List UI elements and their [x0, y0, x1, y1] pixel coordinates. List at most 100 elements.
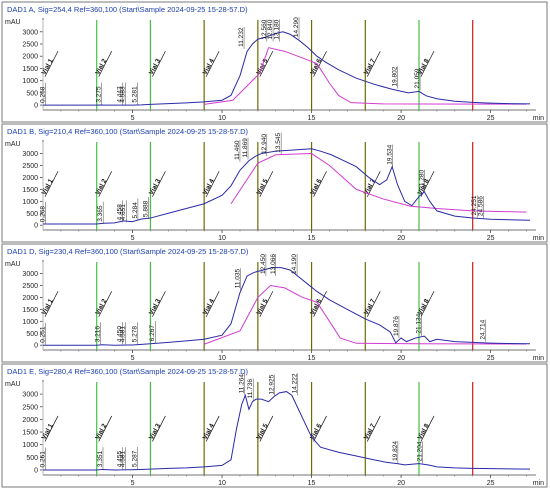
peak-label: 4.651 [120, 204, 127, 221]
peak-label: 13.066 [270, 254, 277, 274]
peak-label: 11.232 [238, 27, 245, 47]
vial-label-underline [152, 50, 166, 77]
x-tick-label: 15 [308, 355, 316, 362]
peak-label: 21.204 [417, 441, 424, 461]
peak-label: 11.264 [239, 374, 246, 394]
chromatogram-trace [43, 391, 531, 471]
peak-label: 4.450 [117, 326, 124, 343]
peak-label: 3.275 [96, 86, 103, 103]
y-tick-label: 3000 [22, 29, 38, 36]
vial-label-underline [152, 415, 166, 442]
peak-label: 0.268 [40, 86, 47, 103]
x-tick-label: 5 [131, 235, 135, 242]
x-tick-label: 10 [218, 480, 226, 487]
y-tick-label: 3000 [22, 392, 38, 399]
peak-label: 13.545 [275, 132, 282, 152]
y-tick-label: 2500 [22, 283, 38, 290]
x-tick-label: 15 [308, 115, 316, 122]
x-axis-label: min [533, 355, 544, 362]
chart-panel-3: DAD1 D, Sig=230,4 Ref=360,100 (Start\Sam… [1, 243, 548, 363]
y-tick-label: 0 [34, 103, 38, 110]
y-tick-label: 2000 [22, 295, 38, 302]
vial-label-underline [44, 291, 59, 317]
chromatogram-trace [43, 31, 531, 106]
chromatogram-trace [43, 267, 531, 346]
vial-label-underline [420, 415, 435, 442]
y-tick-label: 1500 [22, 307, 38, 314]
peak-label: 4.583 [119, 86, 126, 103]
peak-label: 12.925 [269, 374, 276, 394]
peak-label: 13.180 [273, 19, 280, 39]
peak-label: 4.581 [119, 326, 126, 343]
y-tick-label: 1000 [22, 78, 38, 85]
y-tick-label: 1000 [22, 442, 38, 449]
peak-label: 5.281 [132, 86, 139, 103]
x-tick-label: 10 [218, 355, 226, 362]
y-tick-label: 2000 [22, 175, 38, 182]
y-tick-label: 2500 [22, 42, 38, 49]
vial-label-underline [259, 415, 274, 442]
chart-panel-2: DAD1 B, Sig=210,4 Ref=360,100 (Start\Sam… [1, 123, 548, 243]
peak-label: 4.455 [117, 451, 124, 468]
peak-label: 11.460 [234, 140, 241, 160]
peak-label: 5.278 [132, 326, 139, 343]
x-axis-label: min [533, 480, 544, 487]
y-tick-label: 0 [34, 343, 38, 350]
x-tick-label: 10 [218, 235, 226, 242]
x-tick-label: 25 [487, 115, 495, 122]
peak-label: 19.876 [393, 316, 400, 336]
vial-label-underline [420, 291, 435, 317]
x-tick-label: 20 [397, 115, 405, 122]
vial-label-underline [152, 171, 166, 197]
vial-label-underline [205, 291, 220, 317]
x-axis-label: min [533, 235, 544, 242]
vial-label-underline [44, 171, 59, 197]
y-tick-label: 3000 [22, 151, 38, 158]
peak-label: 12.840 [267, 19, 274, 39]
x-tick-label: 5 [131, 355, 135, 362]
x-tick-label: 25 [487, 480, 495, 487]
panel-frame [1, 243, 548, 363]
chart-title: DAD1 A, Sig=254,4 Ref=360,100 (Start\Sam… [7, 5, 248, 14]
vial-label-underline [98, 171, 113, 197]
x-tick-label: 5 [131, 115, 135, 122]
peak-label: 19.802 [392, 66, 399, 86]
peak-label: 3.351 [97, 451, 104, 468]
peak-label: 19.534 [387, 144, 394, 164]
peak-label: 6.267 [149, 325, 156, 342]
x-tick-label: 5 [131, 480, 135, 487]
y-tick-label: 1000 [22, 199, 38, 206]
chart-title: DAD1 B, Sig=210,4 Ref=360,100 (Start\Sam… [7, 127, 248, 136]
x-tick-label: 20 [397, 480, 405, 487]
vial-label-underline [366, 171, 381, 197]
vial-label-underline [313, 171, 327, 197]
peak-label: 14.190 [291, 254, 298, 274]
x-axis-label: min [533, 115, 544, 122]
y-tick-label: 1500 [22, 430, 38, 437]
peak-label: 5.287 [132, 450, 139, 467]
chart-title: DAD1 D, Sig=230,4 Ref=360,100 (Start\Sam… [7, 247, 249, 256]
vial-label-underline [313, 291, 327, 317]
peak-label: 11.736 [247, 379, 254, 399]
peak-label: 3.365 [97, 205, 104, 222]
vial-label-underline [205, 415, 220, 442]
vial-label-underline [98, 291, 113, 317]
vial-label-underline [366, 50, 381, 77]
peak-label: 4.443 [117, 86, 124, 103]
y-tick-label: 1000 [22, 319, 38, 326]
peak-label: 5.284 [132, 202, 139, 219]
vial-label-underline [366, 291, 381, 317]
y-axis-label: mAU [5, 381, 21, 388]
vial-label-underline [205, 171, 220, 197]
peak-label: 24.586 [477, 196, 484, 216]
vial-label-underline [313, 415, 327, 442]
vial-label-underline [259, 50, 274, 77]
peak-label: 19.824 [392, 441, 399, 461]
x-tick-label: 20 [397, 355, 405, 362]
peak-label: 24.251 [471, 195, 478, 215]
peak-label: 3.216 [94, 326, 101, 343]
y-tick-label: 500 [26, 455, 38, 462]
x-tick-label: 20 [397, 235, 405, 242]
peak-label: 24.714 [479, 319, 486, 339]
